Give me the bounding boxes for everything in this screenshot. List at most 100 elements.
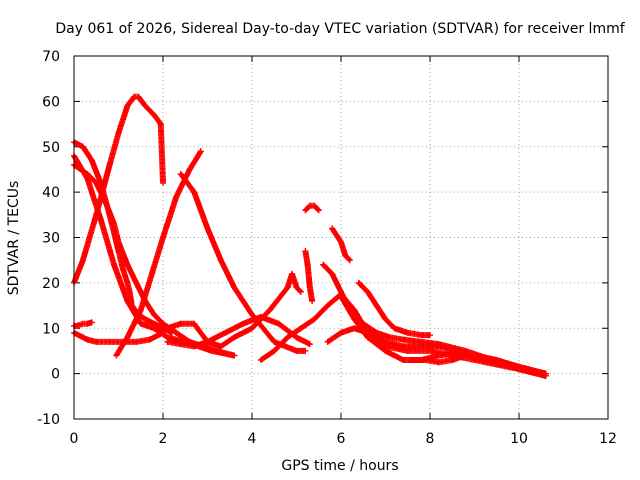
y-tick-label: 10 [42, 321, 60, 337]
data-point [400, 357, 407, 364]
data-point [346, 257, 353, 264]
data-point [84, 320, 91, 327]
x-tick-label: 4 [248, 431, 257, 447]
data-point [342, 252, 349, 259]
plot-frame [73, 55, 609, 420]
data-point [84, 336, 91, 343]
data-point [191, 343, 198, 350]
data-point [97, 216, 104, 223]
data-point [306, 341, 313, 348]
y-tick-label: 30 [42, 231, 60, 247]
data-point [197, 148, 204, 155]
data-point [364, 288, 371, 295]
x-tick-label: 12 [599, 431, 617, 447]
data-point [329, 225, 336, 232]
data-point [124, 261, 131, 268]
data-point [137, 320, 144, 327]
x-tick-label: 6 [337, 431, 346, 447]
data-point [475, 354, 482, 361]
data-point [427, 332, 433, 339]
series-arc-5 [71, 319, 95, 329]
x-tick-label: 2 [159, 431, 168, 447]
data-point [164, 338, 171, 345]
data-point [119, 266, 126, 273]
data-point [449, 357, 456, 364]
data-point [338, 329, 344, 336]
data-point [106, 338, 113, 345]
series-arc-19 [409, 352, 549, 379]
data-point [297, 325, 304, 332]
data-point [222, 329, 229, 336]
data-point [133, 279, 140, 286]
data-point [418, 343, 425, 350]
data-point [360, 320, 367, 327]
data-point [93, 338, 100, 345]
data-point [266, 307, 273, 314]
data-point [173, 193, 180, 200]
data-point [311, 316, 318, 323]
data-point [186, 166, 193, 173]
data-point [177, 320, 184, 327]
x-tick-label: 8 [426, 431, 435, 447]
data-point [124, 102, 131, 109]
data-point [351, 316, 358, 323]
data-point [271, 347, 278, 354]
data-point [191, 189, 198, 196]
y-tick-label: 50 [42, 140, 60, 156]
data-point [115, 130, 122, 137]
data-point [106, 161, 113, 168]
data-point [404, 329, 411, 336]
x-axis-label: GPS time / hours [281, 458, 398, 474]
data-point [151, 111, 158, 118]
data-point [124, 279, 131, 286]
data-point [151, 311, 158, 318]
data-point [364, 329, 371, 336]
series-arc-7 [113, 148, 204, 359]
data-point [231, 352, 238, 359]
data-point [217, 257, 224, 264]
data-point [516, 366, 522, 373]
data-point [400, 336, 407, 343]
data-point [111, 220, 118, 227]
data-point [79, 257, 86, 264]
data-point [257, 357, 264, 364]
data-point [88, 157, 95, 164]
data-point [231, 334, 238, 341]
data-point [304, 261, 311, 268]
data-point [275, 320, 282, 327]
data-point [435, 343, 442, 350]
data-point [309, 298, 316, 305]
data-point [373, 302, 380, 309]
data-point [284, 334, 291, 341]
chart-title: Day 061 of 2026, Sidereal Day-to-day VTE… [55, 21, 625, 37]
y-axis-label: SDTVAR / TECUs [6, 181, 22, 296]
y-tick-label: 40 [42, 185, 60, 201]
data-point [382, 316, 389, 323]
series-arc-10 [151, 270, 304, 350]
y-tick-label: 60 [42, 94, 60, 110]
data-point [355, 279, 362, 286]
y-tick-label: 20 [42, 276, 60, 292]
x-tick-label: 0 [70, 431, 79, 447]
data-point [135, 93, 142, 100]
data-point [146, 336, 153, 343]
data-point [351, 325, 358, 332]
data-point [148, 270, 155, 277]
data-point [84, 170, 91, 177]
data-point [115, 239, 122, 246]
data-point [191, 320, 198, 327]
y-tick-label: 0 [51, 367, 60, 383]
data-point [102, 198, 109, 205]
data-point [320, 261, 327, 268]
tick-labels: 0 2 4 6 8 10 12 -10 0 10 20 30 40 50 60 70 [37, 49, 617, 447]
data-point [338, 293, 344, 300]
data-point [173, 329, 180, 336]
data-point [422, 357, 429, 364]
data-point [79, 143, 86, 150]
data-point [128, 302, 135, 309]
y-tick-label: -10 [37, 412, 60, 428]
data-point [386, 334, 393, 341]
data-point [88, 319, 95, 326]
data-points [71, 93, 549, 379]
